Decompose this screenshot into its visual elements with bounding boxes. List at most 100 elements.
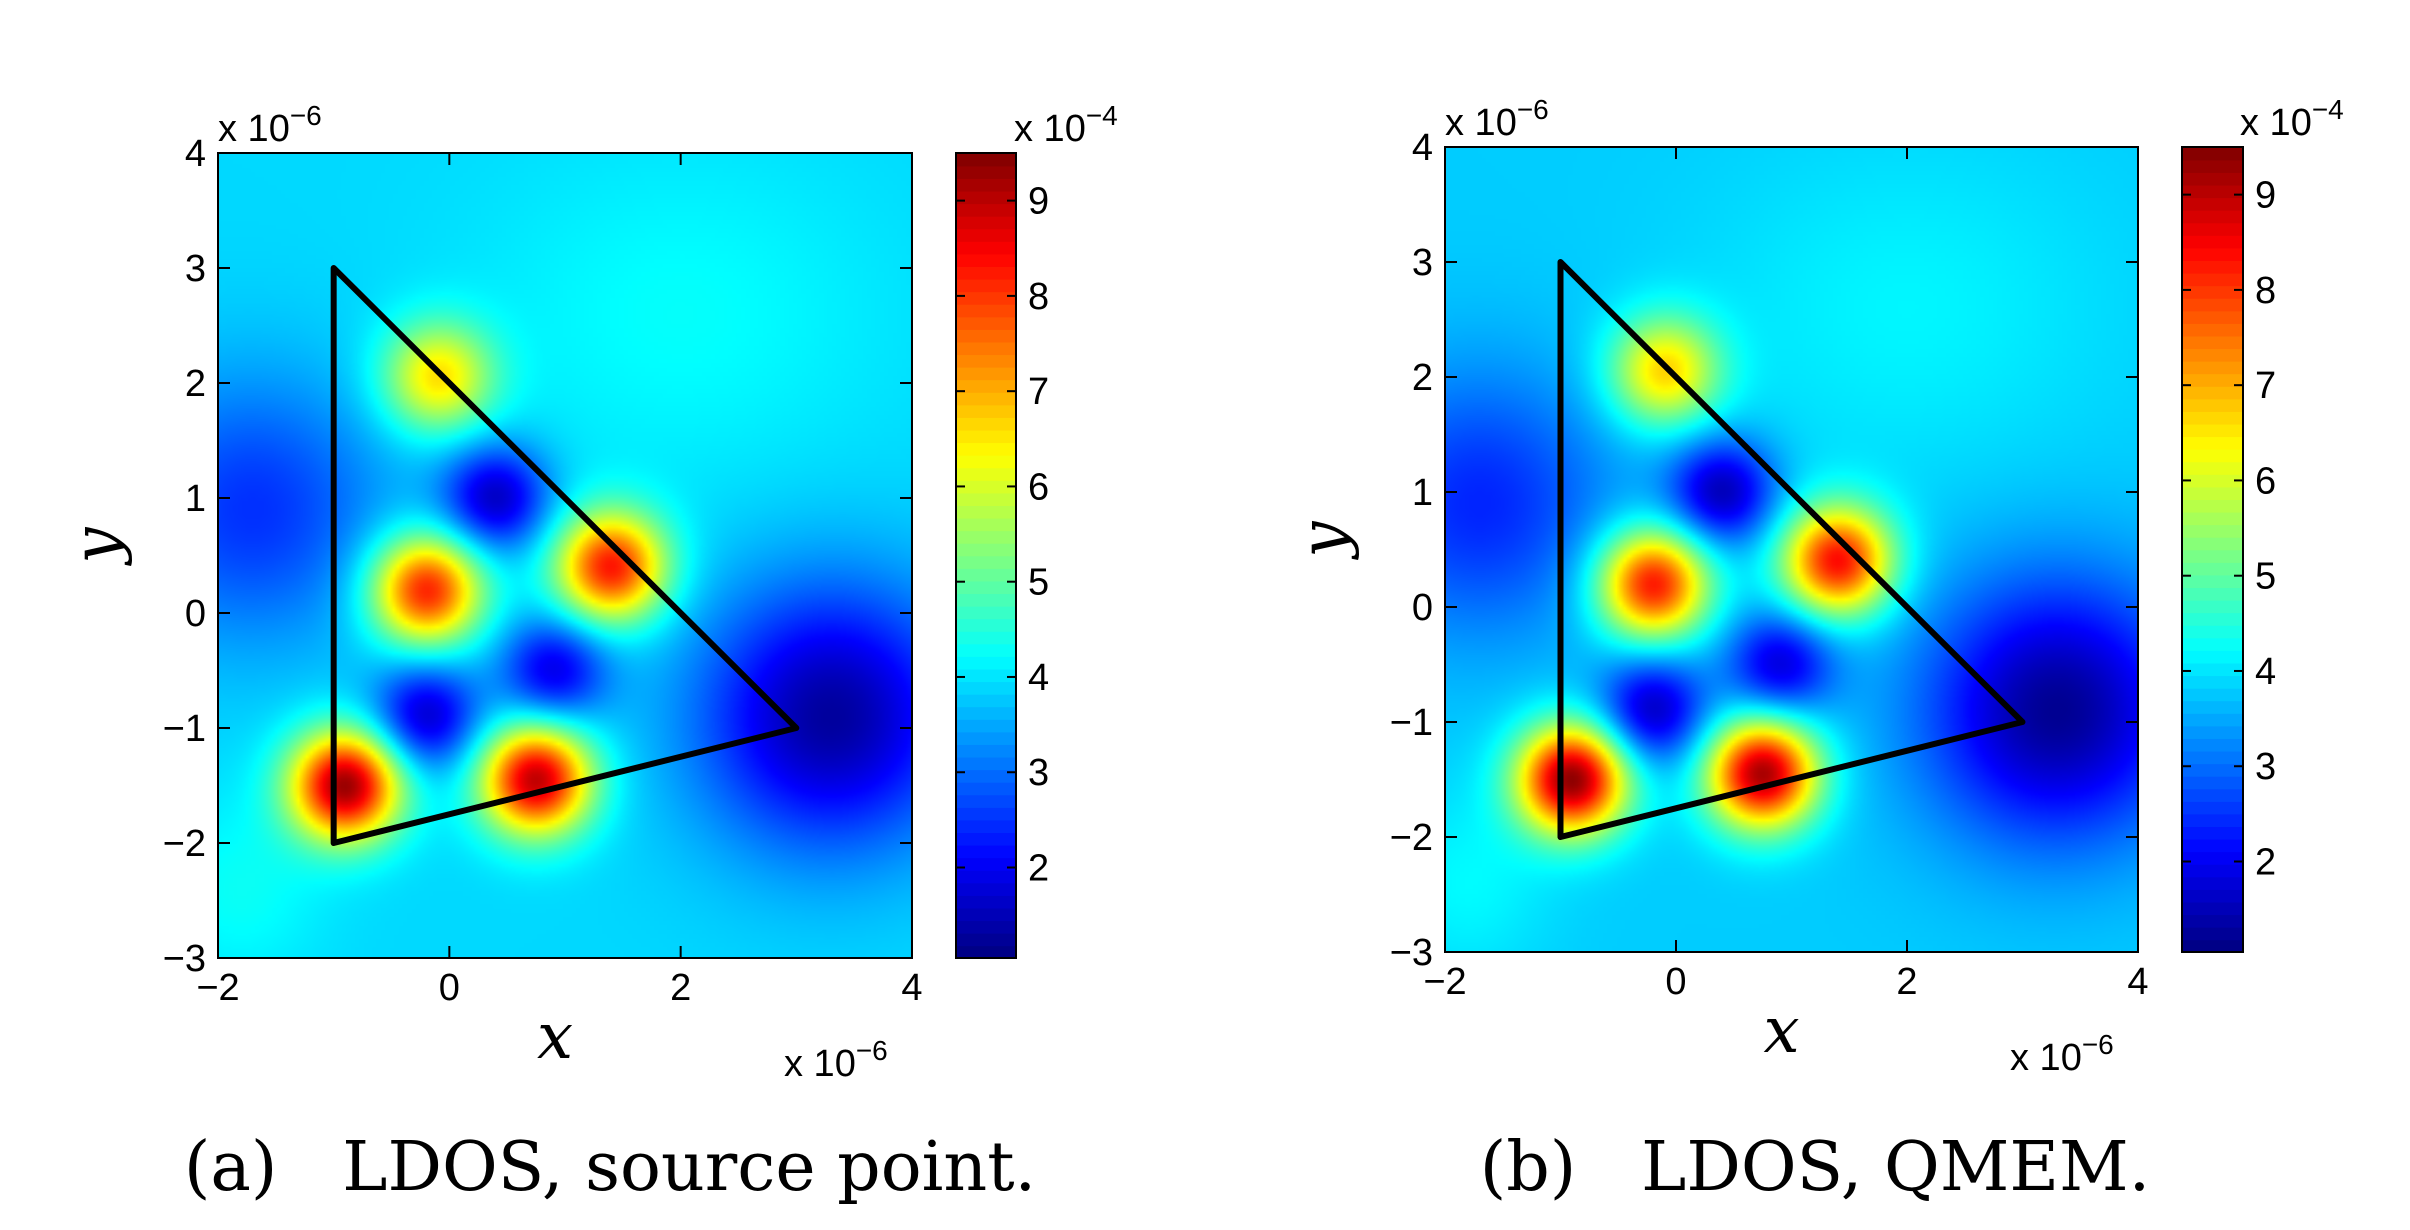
colorbar-segment — [2182, 335, 2243, 350]
colorbar: 9 8 7 6 5 4 3 2 x 10−4 — [955, 100, 1118, 959]
colorbar-segment — [2182, 310, 2243, 324]
colorbar-segment — [956, 693, 1016, 708]
colorbar-segment — [956, 215, 1016, 230]
colorbar-segment — [956, 429, 1016, 444]
colorbar-segment — [956, 253, 1016, 268]
colorbar-segment — [2182, 222, 2243, 236]
colorbar-segment — [2182, 448, 2243, 463]
x-axis-multiplier: x 10−6 — [784, 1035, 888, 1085]
colorbar-segment — [956, 656, 1016, 670]
colorbar-segment — [956, 278, 1016, 293]
colorbar-segment — [2182, 587, 2243, 601]
colorbar-tick-label: 2 — [1028, 847, 1049, 889]
colorbar-segment — [2182, 838, 2243, 853]
colorbar-segment — [2182, 662, 2243, 677]
x-tick-label: 4 — [901, 967, 922, 1009]
colorbar-tick-label: 4 — [1028, 657, 1049, 699]
axes-frame — [1444, 146, 2139, 953]
colorbar-segment — [2182, 323, 2243, 337]
colorbar-segment — [956, 932, 1016, 947]
colorbar-segment — [2182, 172, 2243, 186]
colorbar-segment — [2182, 624, 2243, 639]
colorbar-tick-label: 4 — [2255, 651, 2276, 693]
colorbar-tick-label: 5 — [1028, 562, 1049, 604]
colorbar-segment — [2182, 926, 2243, 941]
colorbar-segment — [956, 807, 1016, 821]
colorbar-segment — [2182, 725, 2243, 739]
y-tick-label: −2 — [163, 823, 206, 865]
colorbar-segment — [2182, 826, 2243, 840]
colorbar-tick-label: 6 — [2255, 460, 2276, 502]
colorbar-segment — [2182, 499, 2243, 513]
colorbar-segment — [2182, 285, 2243, 299]
colorbar-segment — [2182, 260, 2243, 274]
colorbar-segment — [2182, 637, 2243, 651]
colorbar-multiplier: x 10−4 — [1014, 100, 1118, 150]
colorbar-segment — [2182, 851, 2243, 865]
colorbar-segment — [2182, 750, 2243, 765]
colorbar-segment — [956, 719, 1016, 733]
colorbar-segment — [2182, 184, 2243, 199]
colorbar-segment — [2182, 914, 2243, 928]
colorbar-segment — [2182, 524, 2243, 538]
x-tick-label: 2 — [670, 967, 691, 1009]
colorbar-tick-label: 8 — [1028, 276, 1049, 318]
axes-frame — [217, 152, 913, 959]
x-tick-label: 2 — [1896, 961, 1917, 1003]
colorbar-tick-label: 7 — [1028, 371, 1049, 413]
colorbar-segment — [956, 517, 1016, 532]
y-tick-label: −1 — [1390, 702, 1433, 744]
colorbar-segment — [2182, 197, 2243, 211]
colorbar-segment — [2182, 423, 2243, 438]
colorbar-segment — [956, 354, 1016, 368]
x-tick-label: −2 — [196, 967, 239, 1009]
colorbar-segment — [2182, 901, 2243, 916]
colorbar-tick-label: 9 — [1028, 181, 1049, 223]
colorbar-segment — [2182, 235, 2243, 249]
colorbar-segment — [956, 895, 1016, 909]
colorbar-segment — [2182, 147, 2243, 161]
colorbar-segment — [2182, 511, 2243, 526]
colorbar-tick-label: 7 — [2255, 365, 2276, 407]
colorbar-segment — [956, 417, 1016, 431]
colorbar-segment — [956, 203, 1016, 217]
colorbar-segment — [2182, 297, 2243, 312]
colorbar-segment — [956, 178, 1016, 192]
colorbar-segment — [2182, 411, 2243, 425]
x-axis-label: x — [537, 1000, 573, 1074]
y-tick-label: 0 — [185, 593, 206, 635]
y-axis-multiplier: x 10−6 — [1445, 94, 1549, 144]
colorbar-segment — [956, 681, 1016, 695]
colorbar-segment — [956, 857, 1016, 871]
colorbar-segment — [2182, 272, 2243, 287]
colorbar-segment — [2182, 775, 2243, 790]
colorbar-segment — [2182, 348, 2243, 362]
y-tick-label: 2 — [185, 363, 206, 405]
colorbar-segment — [956, 844, 1016, 859]
colorbar-frame — [955, 152, 1017, 959]
colorbar-segment — [2182, 461, 2243, 475]
colorbar-tick-label: 6 — [1028, 466, 1049, 508]
colorbar-segment — [956, 379, 1016, 393]
y-tick-label: 3 — [185, 248, 206, 290]
colorbar-segment — [956, 731, 1016, 745]
colorbar-segment — [2182, 801, 2243, 815]
heatmap-image — [218, 153, 912, 958]
colorbar-segment — [2182, 939, 2243, 953]
colorbar-tick-label: 8 — [2255, 270, 2276, 312]
colorbar-segment — [956, 668, 1016, 683]
colorbar-segment — [956, 190, 1016, 205]
colorbar-segment — [2182, 247, 2243, 262]
colorbar-segment — [956, 706, 1016, 720]
colorbar-segment — [956, 542, 1016, 557]
colorbar-segment — [2182, 713, 2243, 727]
colorbar-segment — [2182, 360, 2243, 375]
colorbar-segment — [956, 781, 1016, 796]
y-axis-label: y — [60, 527, 134, 567]
y-axis-label: y — [1287, 521, 1361, 561]
colorbar-segment — [2182, 675, 2243, 689]
colorbar: 9 8 7 6 5 4 3 2 x 10−4 — [2181, 94, 2344, 953]
